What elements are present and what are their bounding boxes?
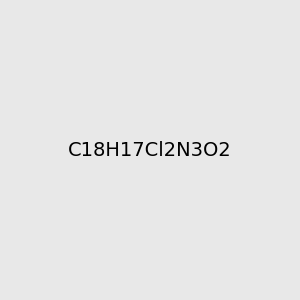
Text: C18H17Cl2N3O2: C18H17Cl2N3O2 [68, 140, 232, 160]
